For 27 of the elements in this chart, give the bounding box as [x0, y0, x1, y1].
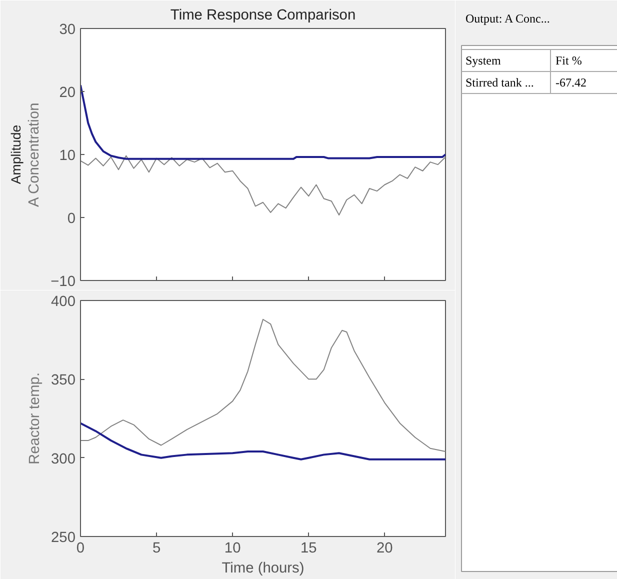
y-tick-label: 400	[51, 294, 76, 310]
line-series	[80, 84, 446, 160]
x-axis-title: Time (hours)	[222, 560, 304, 576]
y-tick-label: 20	[59, 85, 76, 101]
y-tick-label: 250	[51, 530, 76, 546]
x-tick-label: 20	[376, 540, 393, 556]
y-axis-title: Reactor temp.	[27, 372, 44, 465]
text: System	[466, 54, 502, 68]
x-tick-label: 10	[224, 540, 241, 556]
text: Output: A Conc...	[466, 12, 550, 26]
text: Stirred tank ...	[466, 76, 534, 90]
y-axis-title: A Concentration	[26, 102, 43, 208]
text: -67.42	[556, 76, 586, 90]
y-tick-label: −10	[50, 274, 76, 290]
y-tick-label: 350	[51, 372, 76, 389]
chart-title: Time Response Comparison	[170, 8, 356, 24]
text: Amplitude	[8, 124, 24, 184]
y-tick-label: 0	[67, 211, 76, 227]
y-tick-label: 300	[51, 451, 76, 468]
x-tick-label: 15	[300, 540, 317, 556]
y-tick-label: 30	[59, 22, 76, 38]
text: Fit %	[556, 54, 582, 68]
y-tick-label: 10	[59, 148, 76, 164]
x-tick-label: 5	[152, 540, 161, 556]
line-series	[80, 155, 446, 216]
line-series	[80, 422, 446, 460]
line-series	[80, 318, 446, 452]
